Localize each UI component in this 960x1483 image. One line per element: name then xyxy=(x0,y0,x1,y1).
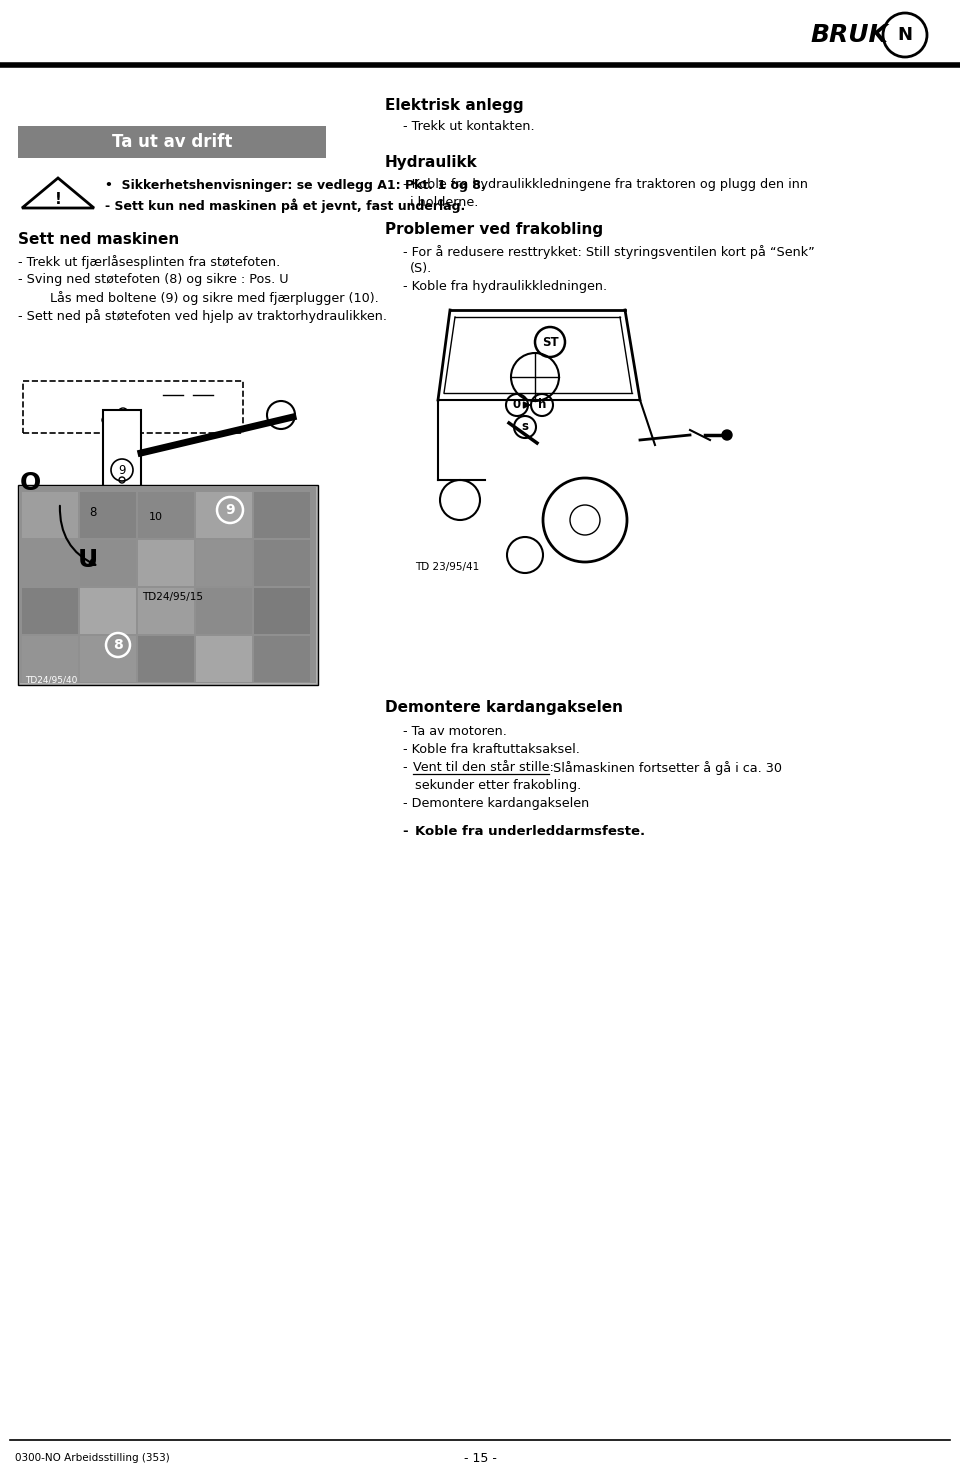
Text: Demontere kardangakselen: Demontere kardangakselen xyxy=(385,700,623,715)
Bar xyxy=(20,486,316,684)
Text: - For å redusere resttrykket: Still styringsventilen kort på “Senk”: - For å redusere resttrykket: Still styr… xyxy=(403,245,815,260)
Text: - Koble fra hydraulikkledningene fra traktoren og plugg den inn: - Koble fra hydraulikkledningene fra tra… xyxy=(403,178,808,191)
Text: - Sett ned på støtefoten ved hjelp av traktorhydraulikken.: - Sett ned på støtefoten ved hjelp av tr… xyxy=(18,308,387,323)
Bar xyxy=(254,587,310,635)
Bar xyxy=(138,540,194,586)
Text: - Sett kun ned maskinen på et jevnt, fast underlag.: - Sett kun ned maskinen på et jevnt, fas… xyxy=(105,199,466,214)
Bar xyxy=(80,540,136,586)
Bar xyxy=(138,587,194,635)
Bar xyxy=(22,540,78,586)
Text: TD24/95/15: TD24/95/15 xyxy=(142,592,204,602)
Text: - Sving ned støtefoten (8) og sikre : Pos. U: - Sving ned støtefoten (8) og sikre : Po… xyxy=(18,273,289,286)
Text: 8: 8 xyxy=(113,638,123,653)
Bar xyxy=(254,492,310,538)
Bar xyxy=(22,587,78,635)
Text: Vent til den står stille:: Vent til den står stille: xyxy=(413,761,554,774)
Text: s: s xyxy=(521,421,529,433)
Bar xyxy=(103,409,141,561)
Text: O: O xyxy=(20,472,41,495)
Text: (S).: (S). xyxy=(410,262,432,274)
Text: !: ! xyxy=(55,193,61,208)
Bar xyxy=(196,540,252,586)
Text: 10: 10 xyxy=(149,512,163,522)
Text: Koble fra underleddarmsfeste.: Koble fra underleddarmsfeste. xyxy=(415,825,645,838)
Text: i holderne.: i holderne. xyxy=(410,196,478,209)
Text: Elektrisk anlegg: Elektrisk anlegg xyxy=(385,98,523,113)
Text: h: h xyxy=(538,399,546,411)
Text: ST: ST xyxy=(541,335,559,349)
Text: U: U xyxy=(78,549,98,572)
Text: -: - xyxy=(403,761,412,774)
Text: Ta ut av drift: Ta ut av drift xyxy=(111,133,232,151)
Text: Problemer ved frakobling: Problemer ved frakobling xyxy=(385,222,603,237)
Text: - Demontere kardangakselen: - Demontere kardangakselen xyxy=(403,796,589,810)
Text: - Koble fra kraftuttaksaksel.: - Koble fra kraftuttaksaksel. xyxy=(403,743,580,756)
Text: Slåmaskinen fortsetter å gå i ca. 30: Slåmaskinen fortsetter å gå i ca. 30 xyxy=(549,761,782,776)
Text: 8: 8 xyxy=(89,507,97,519)
Text: sekunder etter frakobling.: sekunder etter frakobling. xyxy=(415,779,581,792)
Bar xyxy=(23,381,243,433)
Text: Sett ned maskinen: Sett ned maskinen xyxy=(18,231,180,248)
Bar xyxy=(80,492,136,538)
Bar xyxy=(138,636,194,682)
Text: - Ta av motoren.: - Ta av motoren. xyxy=(403,725,507,739)
Bar xyxy=(196,587,252,635)
Bar xyxy=(196,636,252,682)
Bar xyxy=(80,636,136,682)
Text: •  Sikkerhetshenvisninger: se vedlegg A1: Pkt. 1 og 8.: • Sikkerhetshenvisninger: se vedlegg A1:… xyxy=(105,179,486,193)
Bar xyxy=(254,636,310,682)
Bar xyxy=(196,492,252,538)
Circle shape xyxy=(722,430,732,440)
Bar xyxy=(138,492,194,538)
Text: BRUK: BRUK xyxy=(810,24,888,47)
Circle shape xyxy=(267,400,295,429)
Text: TD24/95/40: TD24/95/40 xyxy=(25,675,78,685)
Bar xyxy=(254,540,310,586)
Bar xyxy=(18,485,318,685)
Bar xyxy=(22,492,78,538)
Bar xyxy=(22,636,78,682)
Text: 9: 9 xyxy=(118,464,126,476)
Text: - Trekk ut kontakten.: - Trekk ut kontakten. xyxy=(403,120,535,133)
Text: - 15 -: - 15 - xyxy=(464,1452,496,1465)
Text: 0: 0 xyxy=(513,399,521,411)
Text: N: N xyxy=(898,27,913,44)
Polygon shape xyxy=(22,178,94,208)
Text: - Koble fra hydraulikkledningen.: - Koble fra hydraulikkledningen. xyxy=(403,280,607,294)
Text: TD 23/95/41: TD 23/95/41 xyxy=(415,562,479,572)
Text: Hydraulikk: Hydraulikk xyxy=(385,156,478,171)
Text: 9: 9 xyxy=(226,503,235,518)
Text: Lås med boltene (9) og sikre med fjærplugger (10).: Lås med boltene (9) og sikre med fjærplu… xyxy=(50,291,379,305)
Bar xyxy=(80,587,136,635)
Text: - Trekk ut fjærlåsesplinten fra støtefoten.: - Trekk ut fjærlåsesplinten fra støtefot… xyxy=(18,255,280,268)
Text: 0300-NO Arbeidsstilling (353): 0300-NO Arbeidsstilling (353) xyxy=(15,1453,170,1464)
FancyBboxPatch shape xyxy=(18,126,326,159)
Text: -: - xyxy=(403,825,413,838)
